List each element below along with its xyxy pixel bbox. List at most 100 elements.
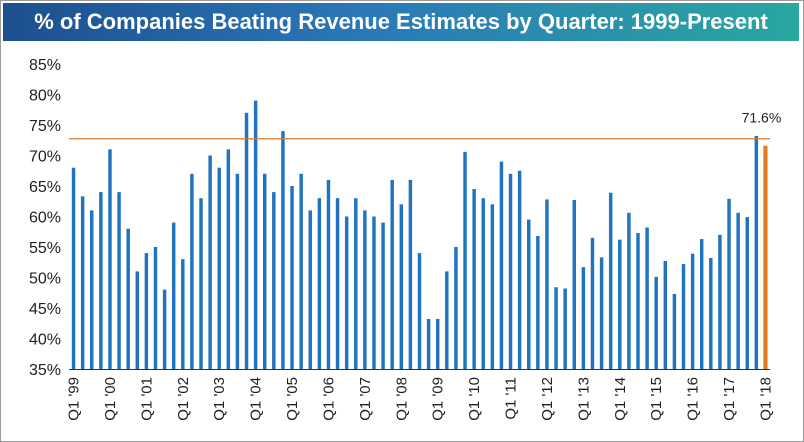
bar — [554, 287, 558, 369]
bar — [572, 200, 576, 369]
bar — [754, 135, 759, 369]
y-tick-label: 85% — [29, 57, 61, 74]
bar — [299, 173, 303, 369]
bar — [117, 192, 121, 369]
bar — [627, 212, 631, 369]
bar — [326, 179, 331, 369]
bar — [527, 219, 531, 369]
y-tick-label: 55% — [29, 240, 61, 257]
reference-line-group: 71.6% — [69, 110, 782, 140]
bar — [135, 271, 140, 369]
y-tick-label: 45% — [29, 301, 61, 318]
x-tick-label: Q1 '12 — [539, 377, 556, 421]
bar — [490, 204, 495, 369]
title-bar: % of Companies Beating Revenue Estimates… — [3, 3, 799, 41]
y-tick-label: 40% — [29, 332, 61, 349]
bar — [281, 131, 285, 369]
bar-current — [763, 145, 768, 369]
bar — [690, 253, 695, 369]
chart-title: % of Companies Beating Revenue Estimates… — [34, 9, 768, 34]
bar — [199, 198, 203, 369]
y-tick-label: 35% — [29, 362, 61, 379]
bar — [654, 276, 658, 369]
x-tick-label: Q1 '14 — [612, 377, 629, 421]
bar — [308, 210, 312, 369]
x-tick-label: Q1 '01 — [138, 377, 155, 421]
bar — [745, 217, 749, 369]
bar — [335, 198, 340, 369]
bar — [426, 318, 431, 369]
bar — [481, 198, 485, 369]
bar — [372, 216, 376, 369]
bar — [645, 227, 649, 369]
y-tick-label: 75% — [29, 118, 61, 135]
x-tick-label: Q1 '04 — [248, 377, 265, 421]
bar — [217, 167, 221, 369]
bar — [263, 173, 267, 369]
y-tick-label: 70% — [29, 149, 61, 166]
bar — [445, 271, 449, 369]
bar — [608, 192, 613, 369]
bar — [399, 204, 404, 369]
bar — [599, 257, 604, 369]
bar — [317, 198, 322, 369]
bar — [272, 192, 276, 369]
x-tick-label: Q1 '18 — [757, 377, 774, 421]
bar — [208, 155, 212, 369]
x-tick-label: Q1 '06 — [320, 377, 337, 421]
bar — [590, 237, 595, 369]
x-tick-label: Q1 '03 — [211, 377, 228, 421]
bar — [108, 149, 112, 369]
bar — [181, 259, 185, 369]
bar — [709, 257, 713, 369]
bars — [71, 100, 768, 370]
bar — [80, 196, 85, 369]
bar — [435, 318, 440, 369]
bar — [90, 210, 94, 369]
bar — [517, 170, 522, 369]
bar — [672, 293, 677, 369]
bar — [618, 239, 622, 369]
x-tick-label: Q1 '15 — [648, 377, 665, 421]
x-tick-label: Q1 '00 — [102, 377, 119, 421]
bar — [508, 173, 513, 369]
y-tick-label: 60% — [29, 210, 61, 227]
x-tick-label: Q1 '13 — [575, 377, 592, 421]
bar — [718, 234, 722, 369]
bar — [344, 216, 349, 369]
bar — [153, 247, 158, 369]
bar — [162, 289, 167, 369]
bar — [699, 239, 704, 369]
reference-line-label: 71.6% — [742, 110, 782, 126]
bar — [563, 288, 567, 369]
bar — [454, 247, 458, 369]
bar — [408, 179, 413, 369]
x-tick-label: Q1 '07 — [357, 377, 374, 421]
bar — [190, 173, 194, 369]
bar — [354, 198, 358, 369]
bar — [363, 210, 367, 369]
x-tick-label: Q1 '11 — [503, 377, 520, 420]
y-axis: 35% 40% 45% 50% 55% 60% 65% 70% 75% 80% 85% — [29, 57, 61, 379]
y-tick-label: 80% — [29, 88, 61, 105]
bar — [727, 198, 731, 369]
x-tick-label: Q1 '17 — [721, 377, 738, 421]
bar — [545, 199, 549, 369]
bar — [235, 173, 240, 369]
bar — [636, 232, 640, 369]
x-tick-label: Q1 '16 — [685, 377, 702, 421]
bar — [126, 228, 130, 369]
x-axis: Q1 '99 Q1 '00 Q1 '01 Q1 '02 Q1 '03 Q1 '04 Q1 '… — [66, 369, 774, 421]
bar — [226, 149, 231, 369]
bar — [381, 222, 385, 369]
bar — [681, 264, 686, 369]
bar — [390, 179, 394, 369]
y-tick-label: 50% — [29, 271, 61, 288]
bar — [290, 186, 294, 369]
bar — [499, 161, 504, 369]
bar — [463, 151, 467, 369]
x-tick-label: Q1 '99 — [66, 377, 83, 421]
bar — [253, 100, 258, 369]
bar — [581, 267, 586, 369]
